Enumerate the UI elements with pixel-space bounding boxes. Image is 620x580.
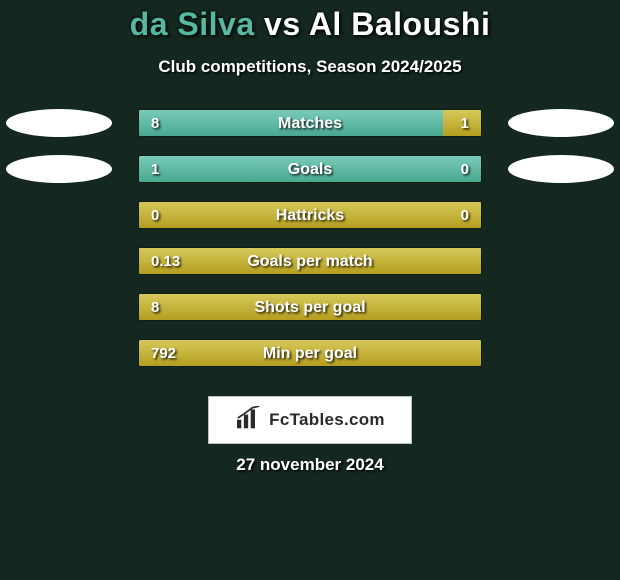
- date-text: 27 november 2024: [0, 455, 620, 475]
- player1-photo-placeholder: [6, 109, 112, 137]
- stats-bars: 81Matches 10Goals 00Hattricks 0.13Goals per…: [0, 109, 620, 369]
- stat-bar-track: 0.13Goals per match: [138, 247, 482, 275]
- stat-row: 10Goals: [0, 155, 620, 185]
- stat-row: 81Matches: [0, 109, 620, 139]
- stat-bar-track: 10Goals: [138, 155, 482, 183]
- stat-label: Goals: [139, 156, 481, 183]
- subtitle: Club competitions, Season 2024/2025: [0, 57, 620, 77]
- player2-photo-placeholder: [508, 155, 614, 183]
- stat-row: 8Shots per goal: [0, 293, 620, 323]
- player1-photo-placeholder: [6, 155, 112, 183]
- comparison-title: da Silva vs Al Baloushi: [0, 0, 620, 43]
- stat-label: Matches: [139, 110, 481, 137]
- stat-bar-track: 81Matches: [138, 109, 482, 137]
- stat-row: 0.13Goals per match: [0, 247, 620, 277]
- stat-label: Goals per match: [139, 248, 481, 275]
- vs-text: vs: [264, 6, 301, 42]
- fctables-badge: FcTables.com: [208, 396, 412, 444]
- player1-name: da Silva: [130, 6, 255, 42]
- stat-label: Shots per goal: [139, 294, 481, 321]
- stat-label: Hattricks: [139, 202, 481, 229]
- stat-bar-track: 00Hattricks: [138, 201, 482, 229]
- player2-name: Al Baloushi: [309, 6, 491, 42]
- chart-icon: [235, 406, 263, 435]
- player2-photo-placeholder: [508, 109, 614, 137]
- stat-row: 792Min per goal: [0, 339, 620, 369]
- badge-text: FcTables.com: [269, 410, 385, 430]
- stat-label: Min per goal: [139, 340, 481, 367]
- stat-row: 00Hattricks: [0, 201, 620, 231]
- stat-bar-track: 8Shots per goal: [138, 293, 482, 321]
- stat-bar-track: 792Min per goal: [138, 339, 482, 367]
